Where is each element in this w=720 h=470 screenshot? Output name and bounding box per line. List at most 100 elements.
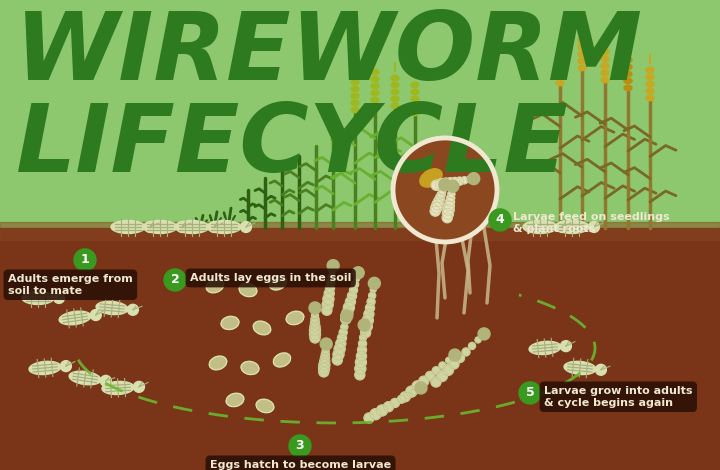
- Circle shape: [329, 268, 336, 274]
- Circle shape: [443, 364, 454, 376]
- Circle shape: [442, 208, 454, 219]
- Text: Larvae grow into adults
& cycle begins again: Larvae grow into adults & cycle begins a…: [544, 386, 693, 407]
- Ellipse shape: [411, 96, 419, 102]
- Circle shape: [432, 367, 440, 375]
- Ellipse shape: [210, 356, 227, 370]
- Circle shape: [358, 319, 370, 331]
- Circle shape: [418, 385, 423, 391]
- Circle shape: [355, 370, 365, 380]
- Circle shape: [362, 315, 374, 326]
- Circle shape: [359, 340, 366, 348]
- Text: Larvae feed on seedlings
& plant roots: Larvae feed on seedlings & plant roots: [513, 212, 670, 234]
- Circle shape: [60, 360, 71, 372]
- Ellipse shape: [371, 90, 379, 96]
- Circle shape: [451, 178, 459, 187]
- Ellipse shape: [206, 279, 224, 293]
- Circle shape: [436, 179, 446, 190]
- Circle shape: [431, 206, 440, 216]
- Circle shape: [322, 299, 333, 310]
- Circle shape: [354, 275, 360, 282]
- Ellipse shape: [624, 85, 632, 91]
- Circle shape: [446, 357, 451, 363]
- Circle shape: [325, 283, 335, 292]
- Circle shape: [361, 321, 372, 332]
- Circle shape: [426, 371, 434, 380]
- Ellipse shape: [143, 220, 177, 234]
- Circle shape: [100, 376, 112, 386]
- Ellipse shape: [391, 96, 399, 102]
- Circle shape: [436, 370, 447, 382]
- Circle shape: [343, 319, 348, 324]
- Ellipse shape: [371, 97, 379, 103]
- Circle shape: [319, 367, 329, 377]
- Ellipse shape: [59, 311, 91, 325]
- Ellipse shape: [646, 74, 654, 80]
- Circle shape: [557, 221, 567, 232]
- Circle shape: [440, 178, 451, 189]
- Ellipse shape: [102, 382, 134, 394]
- Circle shape: [90, 310, 102, 321]
- Ellipse shape: [241, 361, 259, 375]
- Circle shape: [330, 263, 336, 268]
- Bar: [0, 0, 720, 228]
- Circle shape: [369, 277, 380, 290]
- Circle shape: [319, 360, 330, 370]
- Ellipse shape: [578, 65, 586, 70]
- Circle shape: [356, 351, 366, 361]
- Circle shape: [449, 187, 455, 193]
- Circle shape: [338, 333, 346, 343]
- Ellipse shape: [207, 220, 241, 234]
- Ellipse shape: [601, 77, 609, 83]
- Ellipse shape: [371, 83, 379, 89]
- Text: Adults lay eggs in the soil: Adults lay eggs in the soil: [190, 273, 351, 283]
- Circle shape: [344, 313, 349, 319]
- Circle shape: [355, 363, 366, 374]
- Circle shape: [176, 221, 187, 232]
- Circle shape: [400, 392, 410, 402]
- Circle shape: [438, 179, 451, 191]
- Circle shape: [327, 278, 335, 286]
- Text: WIREWORM: WIREWORM: [15, 8, 643, 100]
- Circle shape: [240, 221, 251, 232]
- Circle shape: [324, 289, 334, 298]
- Text: Adults emerge from
soil to mate: Adults emerge from soil to mate: [8, 274, 132, 296]
- Circle shape: [372, 281, 377, 286]
- Circle shape: [322, 305, 332, 315]
- Circle shape: [327, 259, 339, 272]
- Ellipse shape: [523, 220, 557, 234]
- Ellipse shape: [556, 59, 564, 65]
- Circle shape: [449, 359, 459, 369]
- Circle shape: [434, 196, 444, 206]
- Ellipse shape: [253, 321, 271, 335]
- Circle shape: [74, 249, 96, 271]
- Circle shape: [468, 172, 480, 185]
- Circle shape: [419, 376, 429, 386]
- Circle shape: [446, 197, 454, 206]
- Ellipse shape: [646, 81, 654, 86]
- Ellipse shape: [624, 57, 632, 63]
- Ellipse shape: [624, 78, 632, 84]
- Ellipse shape: [351, 107, 359, 113]
- Ellipse shape: [646, 88, 654, 94]
- Circle shape: [437, 191, 445, 199]
- Circle shape: [448, 190, 455, 197]
- Ellipse shape: [578, 37, 586, 43]
- Circle shape: [462, 348, 470, 356]
- Ellipse shape: [564, 361, 596, 375]
- Circle shape: [431, 377, 441, 387]
- Circle shape: [361, 322, 366, 328]
- Ellipse shape: [391, 89, 399, 94]
- Circle shape: [442, 213, 452, 223]
- Circle shape: [341, 310, 353, 322]
- Circle shape: [519, 382, 541, 404]
- Circle shape: [595, 364, 606, 375]
- Ellipse shape: [269, 276, 287, 290]
- Text: 5: 5: [526, 386, 534, 400]
- Ellipse shape: [601, 56, 609, 62]
- Ellipse shape: [420, 169, 442, 187]
- Circle shape: [456, 353, 464, 362]
- Ellipse shape: [351, 100, 359, 106]
- Ellipse shape: [391, 82, 399, 88]
- Circle shape: [312, 306, 318, 311]
- Ellipse shape: [351, 79, 359, 85]
